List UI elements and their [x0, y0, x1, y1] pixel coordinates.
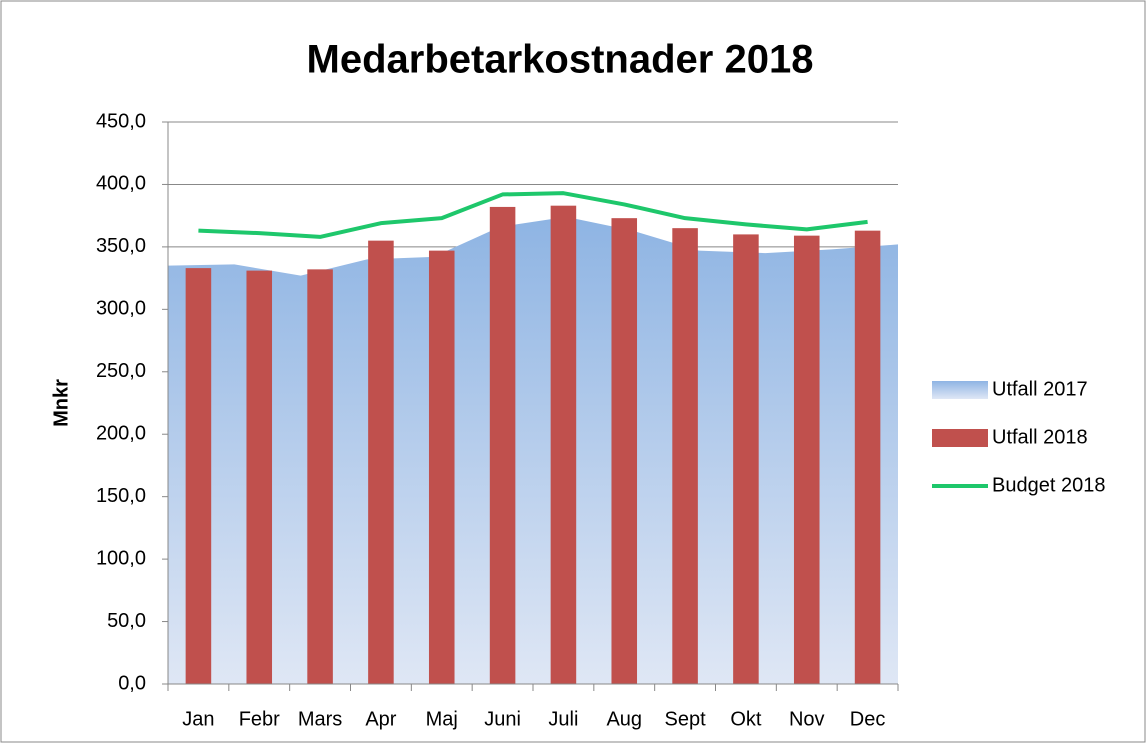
legend-swatch — [932, 381, 988, 399]
bar — [793, 235, 820, 684]
x-tick-label: Febr — [239, 708, 280, 730]
y-tick-label: 100,0 — [96, 547, 146, 569]
bar — [185, 268, 212, 684]
y-axis-title: Mnkr — [50, 379, 72, 427]
x-tick-label: Juni — [484, 708, 521, 730]
y-tick-label: 300,0 — [96, 298, 146, 320]
legend-swatch — [932, 429, 988, 447]
bar — [733, 234, 759, 684]
x-tick-label: Jan — [182, 708, 214, 730]
x-tick-label: Sept — [665, 708, 707, 730]
x-tick-label: Okt — [730, 708, 762, 730]
chart-title: Medarbetarkostnader 2018 — [307, 38, 814, 82]
y-tick-label: 250,0 — [96, 360, 146, 382]
y-tick-label: 200,0 — [96, 423, 146, 445]
bar — [672, 228, 698, 684]
x-tick-label: Nov — [789, 708, 825, 730]
x-tick-label: Mars — [298, 708, 342, 730]
y-tick-label: 350,0 — [96, 235, 146, 257]
legend-label: Utfall 2017 — [992, 378, 1088, 400]
line — [198, 191, 868, 239]
bar — [854, 230, 881, 685]
x-tick-label: Dec — [850, 708, 886, 730]
y-tick-label: 50,0 — [107, 610, 146, 632]
y-tick-label: 450,0 — [96, 110, 146, 132]
y-tick-label: 400,0 — [96, 173, 146, 195]
x-tick-label: Apr — [365, 708, 396, 730]
y-tick-label: 0,0 — [118, 672, 146, 694]
bar — [489, 206, 516, 684]
bar — [368, 240, 394, 684]
legend-label: Budget 2018 — [992, 474, 1105, 496]
x-tick-label: Aug — [606, 708, 642, 730]
legend-label: Utfall 2018 — [992, 426, 1088, 448]
x-tick-label: Maj — [426, 708, 458, 730]
x-tick-label: Juli — [548, 708, 578, 730]
bar — [246, 270, 273, 684]
y-tick-label: 150,0 — [96, 485, 146, 507]
bar — [428, 250, 455, 684]
bar — [307, 269, 333, 684]
bar — [611, 218, 638, 685]
bar — [550, 205, 577, 685]
area — [168, 216, 898, 684]
